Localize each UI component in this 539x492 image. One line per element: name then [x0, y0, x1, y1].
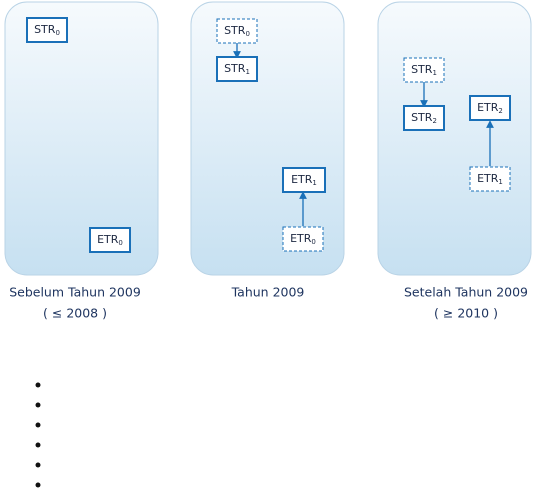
- box-label: ETR2: [477, 101, 503, 115]
- box-label: ETR0: [290, 232, 316, 246]
- caption: Tahun 2009: [231, 285, 305, 300]
- box-label-text: STR: [224, 24, 246, 37]
- dashed-box: [403, 57, 445, 83]
- box-label: STR1: [224, 62, 250, 76]
- caption: Sebelum Tahun 2009: [9, 285, 141, 300]
- box: [469, 95, 511, 121]
- box-label-text: STR: [411, 111, 433, 124]
- box-label-sub: 2: [498, 107, 502, 115]
- box-label-text: ETR: [291, 173, 313, 186]
- panel-background: [4, 1, 159, 276]
- box-label: ETR1: [477, 172, 503, 186]
- box-label: ETR0: [97, 233, 123, 247]
- box-label-sub: 0: [311, 238, 315, 246]
- box: [282, 167, 326, 193]
- box: [89, 227, 131, 253]
- box-label: STR1: [411, 63, 437, 77]
- box: [403, 105, 445, 131]
- box-label-sub: 1: [498, 178, 502, 186]
- box-label-sub: 1: [245, 68, 249, 76]
- caption-range: ( ≥ 2010 ): [434, 306, 498, 321]
- box-label-text: ETR: [477, 101, 499, 114]
- caption-range: ( ≤ 2008 ): [43, 306, 107, 321]
- box-label-text: ETR: [477, 172, 499, 185]
- box-label-sub: 1: [432, 69, 436, 77]
- box-label-sub: 0: [55, 29, 59, 37]
- box-label: STR2: [411, 111, 437, 125]
- box-label-sub: 0: [245, 30, 249, 38]
- box-label-text: STR: [224, 62, 246, 75]
- box-label-sub: 2: [432, 117, 436, 125]
- box: [26, 17, 68, 43]
- bullets: [35, 382, 41, 488]
- box-label: STR0: [224, 24, 250, 38]
- box-label: ETR1: [291, 173, 317, 187]
- box-label-sub: 0: [118, 239, 122, 247]
- box-label-sub: 1: [312, 179, 316, 187]
- dashed-box: [282, 226, 324, 252]
- box-label: STR0: [34, 23, 60, 37]
- box-label-text: STR: [34, 23, 56, 36]
- box-label-text: ETR: [97, 233, 119, 246]
- dashed-box: [216, 18, 258, 44]
- box: [216, 56, 258, 82]
- dashed-box: [469, 166, 511, 192]
- caption: Setelah Tahun 2009: [404, 285, 528, 300]
- box-label-text: STR: [411, 63, 433, 76]
- panel-background: [377, 1, 532, 276]
- box-label-text: ETR: [290, 232, 312, 245]
